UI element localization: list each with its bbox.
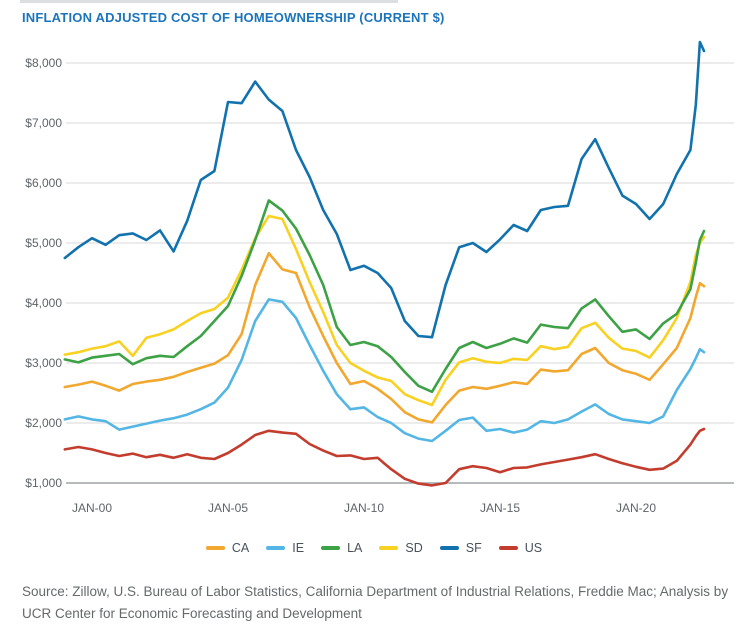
legend-item-US: US [498,541,543,555]
legend-dash-icon [379,546,399,550]
source-line-1: Source: Zillow, U.S. Bureau of Labor Sta… [22,584,729,599]
x-axis-label-JAN-05: JAN-05 [208,501,248,515]
x-axis-label-JAN-00: JAN-00 [72,501,112,515]
legend-label: CA [231,541,250,555]
y-axis-label: $6,000 [25,176,62,190]
legend-label: SF [465,541,482,555]
y-axis-label: $7,000 [25,116,62,130]
series-line-LA [63,199,706,394]
legend-dash-icon [205,546,225,550]
legend-label: SD [405,541,423,555]
chart-legend: CA IE LA SD SF US [0,541,748,555]
legend-label: US [524,541,543,555]
series-line-CA [63,251,706,424]
legend-item-SF: SF [439,541,482,555]
y-axis-label: $8,000 [25,56,62,70]
source-note: Source: Zillow, U.S. Bureau of Labor Sta… [22,581,732,625]
legend-item-IE: IE [266,541,304,555]
legend-item-LA: LA [321,541,362,555]
series-line-SD [63,214,706,407]
source-line-2: UCR Center for Economic Forecasting and … [22,606,362,621]
cropped-element-edge [20,0,398,3]
legend-dash-icon [439,546,459,550]
x-axis-label-JAN-15: JAN-15 [480,501,520,515]
x-axis-label-JAN-10: JAN-10 [344,501,384,515]
y-axis-label: $4,000 [25,296,62,310]
legend-label: IE [292,541,305,555]
series-line-IE [63,298,706,443]
x-axis-label-JAN-20: JAN-20 [616,501,656,515]
legend-label: LA [347,541,363,555]
series-line-US [63,427,706,487]
y-axis-label: $5,000 [25,236,62,250]
series-line-SF [63,40,706,339]
y-axis-label: $1,000 [25,476,62,490]
legend-dash-icon [321,546,341,550]
legend-item-CA: CA [205,541,250,555]
legend-dash-icon [266,546,286,550]
homeownership-cost-chart: $1,000 $2,000 $3,000 $4,000 $5,000 $6,000 $7,0… [25,40,734,515]
legend-dash-icon [498,546,518,550]
y-axis-label: $2,000 [25,416,62,430]
y-axis-label: $3,000 [25,356,62,370]
chart-title: INFLATION ADJUSTED COST OF HOMEOWNERSHIP… [22,10,445,25]
legend-item-SD: SD [379,541,423,555]
